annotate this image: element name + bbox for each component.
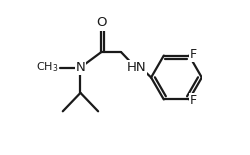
Text: N: N [76,61,85,74]
Text: CH$_3$: CH$_3$ [36,61,59,74]
Text: F: F [190,48,197,60]
Text: F: F [190,95,197,107]
Text: HN: HN [127,61,146,74]
Text: O: O [96,16,106,29]
